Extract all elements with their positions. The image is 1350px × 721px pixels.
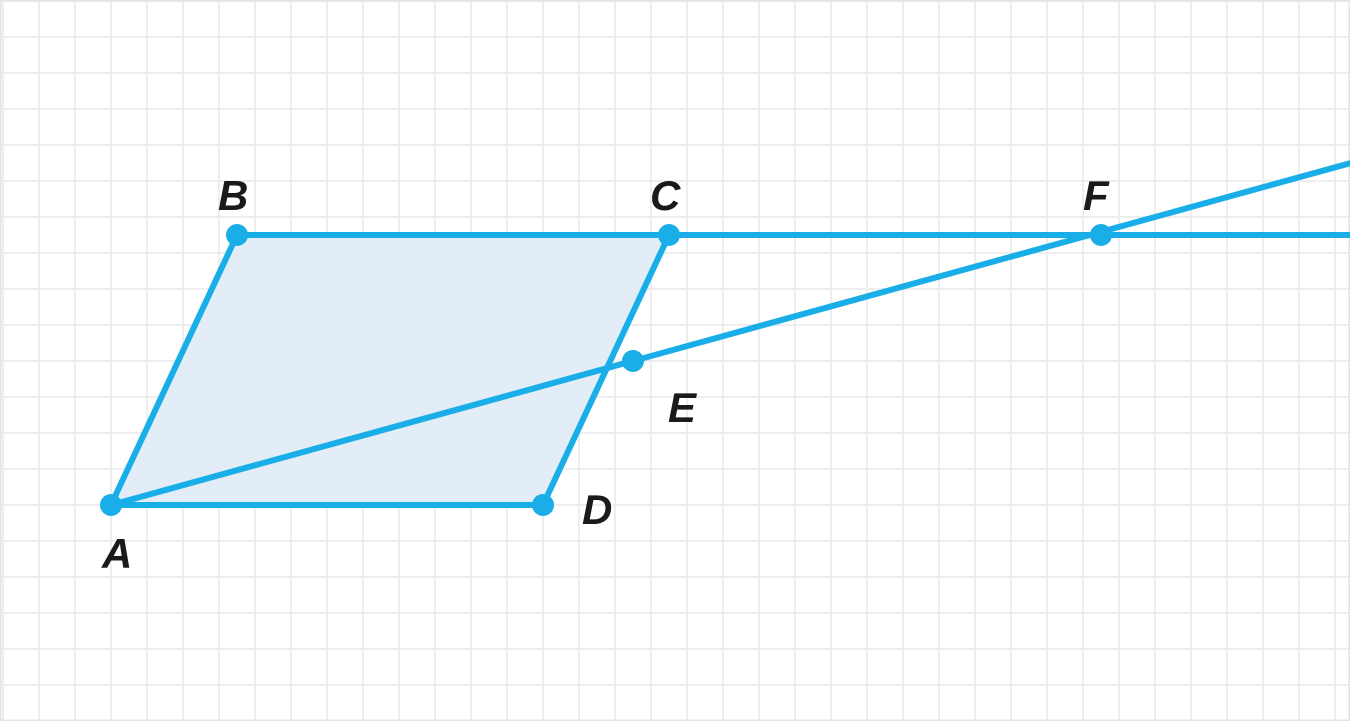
point-A	[100, 494, 122, 516]
point-B	[226, 224, 248, 246]
point-D	[532, 494, 554, 516]
label-E: E	[668, 384, 698, 431]
point-C	[658, 224, 680, 246]
point-F	[1090, 224, 1112, 246]
geometry-diagram: A B C D E F	[0, 0, 1350, 721]
label-C: C	[650, 172, 681, 219]
label-F: F	[1083, 172, 1110, 219]
label-A: A	[101, 530, 132, 577]
parallelogram-fill	[111, 235, 669, 505]
label-B: B	[218, 172, 248, 219]
label-D: D	[582, 486, 612, 533]
point-E	[622, 350, 644, 372]
